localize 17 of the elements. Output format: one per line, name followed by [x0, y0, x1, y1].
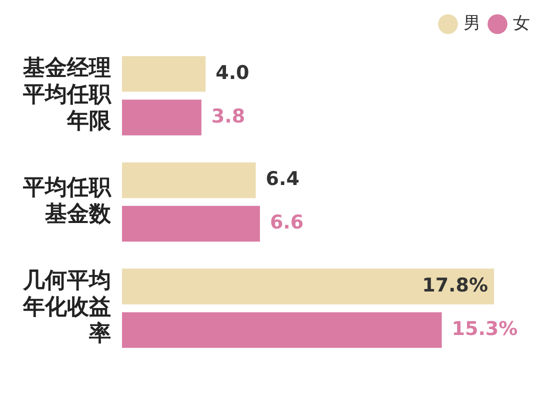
data-label: 3.8	[211, 105, 246, 128]
legend-label: 男	[464, 14, 480, 34]
data-label: 17.8%	[422, 274, 488, 296]
bar	[122, 56, 206, 92]
y-tick-label: 基金经理平均任职年限	[22, 56, 112, 134]
data-label: 4.0	[216, 62, 250, 84]
bar	[122, 206, 260, 242]
bar	[122, 312, 442, 348]
legend-label: 女	[513, 14, 530, 34]
bar	[122, 268, 494, 304]
data-label: 15.3%	[452, 318, 518, 340]
bar	[122, 162, 256, 198]
bar	[122, 100, 202, 136]
y-tick-label: 几何平均年化收益率	[22, 268, 111, 346]
data-label: 6.6	[270, 212, 304, 234]
y-tick-label: 平均任职基金数	[22, 176, 112, 227]
data-label: 6.4	[266, 168, 300, 190]
